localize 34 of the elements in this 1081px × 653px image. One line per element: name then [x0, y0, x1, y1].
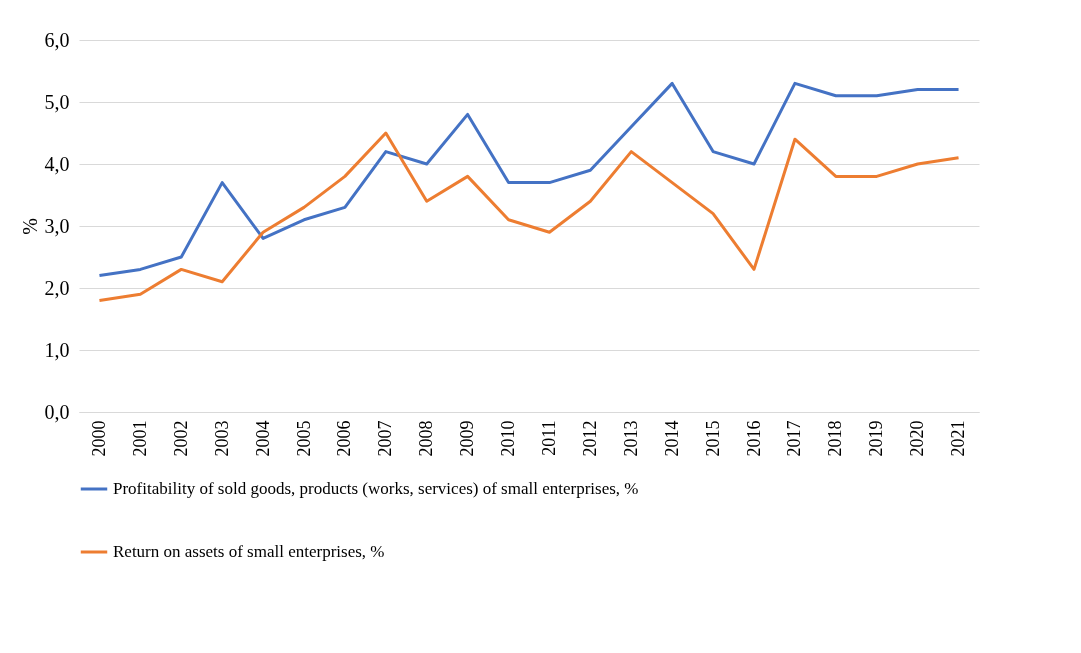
x-tick-label: 2015 — [702, 420, 723, 457]
x-tick-label: 2014 — [661, 420, 682, 457]
x-tick-label: 2007 — [375, 420, 396, 457]
legend-label: Return on assets of small enterprises, % — [113, 542, 385, 561]
legend-label: Profitability of sold goods, products (works, services) of small enterprises, % — [113, 479, 639, 498]
x-tick-label: 2013 — [620, 420, 641, 457]
x-tick-label: 2004 — [252, 420, 273, 457]
x-tick-label: 2001 — [129, 420, 150, 457]
x-tick-label: 2012 — [579, 420, 600, 457]
line-series — [97, 131, 961, 302]
x-tick-label: 2021 — [948, 420, 969, 457]
x-tick-label: 2003 — [211, 420, 232, 457]
y-axis-title: % — [18, 218, 41, 235]
x-tick-label: 2010 — [498, 420, 519, 457]
x-tick-label: 2020 — [907, 420, 928, 457]
y-tick-label: 4,0 — [44, 152, 70, 175]
x-tick-label: 2017 — [784, 420, 805, 457]
x-tick-label: 2006 — [334, 420, 355, 457]
y-tick-label: 3,0 — [44, 214, 70, 237]
x-tick-label: 2008 — [416, 420, 437, 457]
x-tick-label: 2009 — [457, 420, 478, 457]
x-tick-label: 2011 — [538, 420, 559, 456]
x-tick-label: 2002 — [170, 420, 191, 457]
x-tick-label: 2000 — [88, 420, 109, 457]
y-tick-label: 0,0 — [44, 400, 70, 423]
line-series — [97, 81, 961, 278]
y-tick-label: 1,0 — [44, 338, 70, 361]
x-tick-label: 2005 — [293, 420, 314, 457]
y-tick-label: 6,0 — [44, 28, 70, 51]
y-tick-label: 5,0 — [44, 90, 70, 113]
x-tick-label: 2019 — [866, 420, 887, 457]
x-tick-label: 2018 — [825, 420, 846, 457]
y-tick-label: 2,0 — [44, 276, 70, 299]
x-tick-label: 2016 — [743, 420, 764, 457]
